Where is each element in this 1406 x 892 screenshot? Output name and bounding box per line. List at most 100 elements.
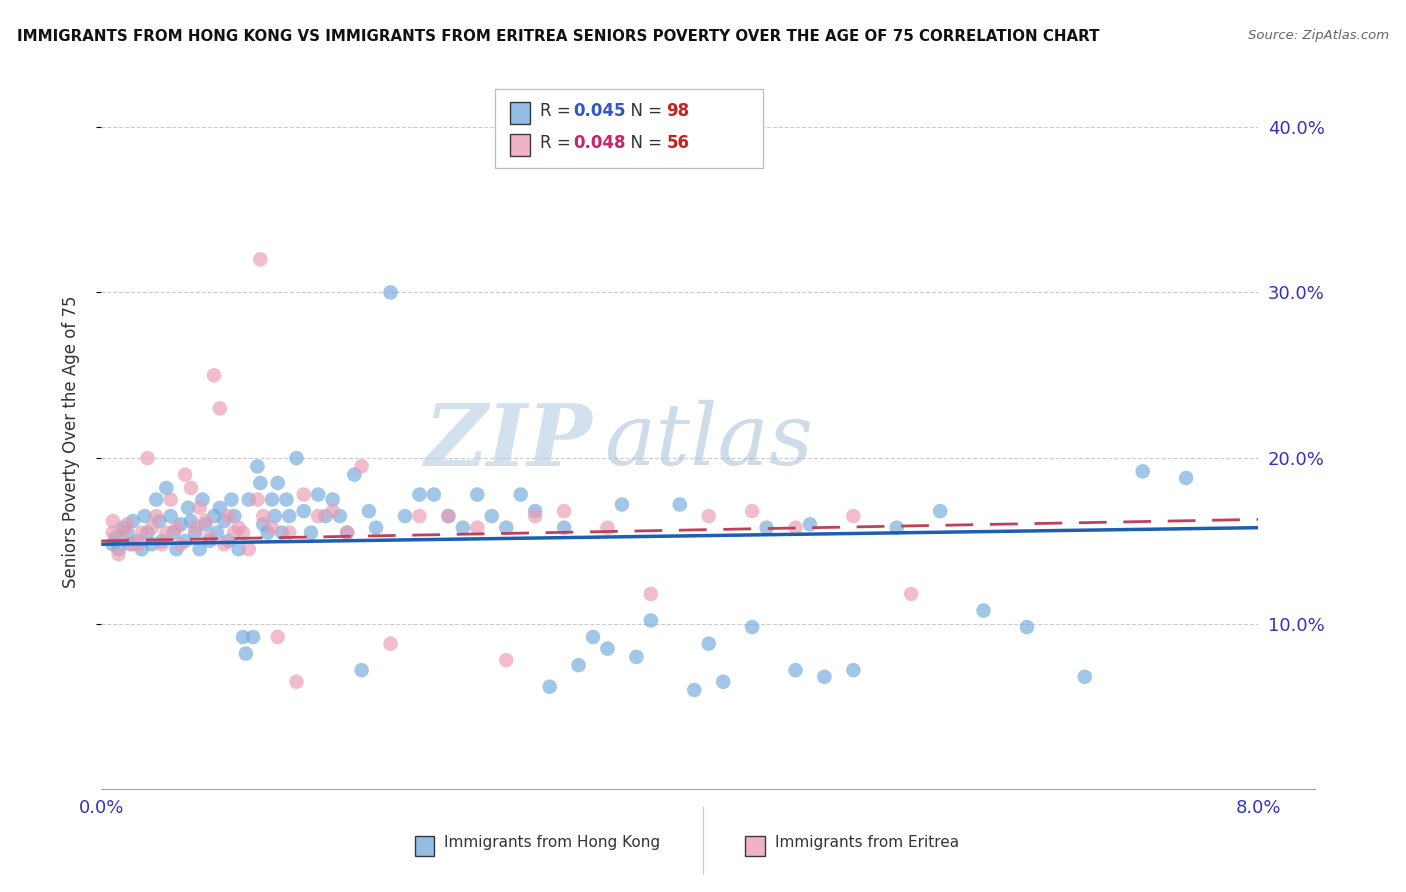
Point (122, 514, 145, 528)
Text: 56: 56 (666, 134, 689, 152)
Point (101, 525, 124, 540)
Point (177, 500, 200, 515)
Point (582, 630, 605, 644)
Point (697, 637, 720, 651)
Point (238, 542, 260, 557)
Point (111, 525, 134, 540)
Point (394, 509, 416, 524)
Point (336, 525, 359, 540)
Point (260, 492, 283, 507)
Point (107, 547, 129, 561)
Point (553, 521, 575, 535)
Point (842, 663, 865, 677)
Point (208, 401, 231, 416)
Point (170, 517, 193, 532)
Point (350, 459, 373, 474)
Point (260, 521, 283, 535)
Point (451, 521, 474, 535)
Point (194, 514, 217, 528)
Point (205, 525, 228, 540)
Point (408, 487, 430, 501)
Text: N =: N = (620, 134, 668, 152)
Point (188, 500, 211, 515)
Point (218, 509, 240, 524)
Point (221, 492, 243, 507)
Point (538, 680, 561, 694)
Point (465, 487, 488, 501)
Point (202, 509, 225, 524)
Point (278, 509, 301, 524)
Point (307, 487, 329, 501)
Text: atlas: atlas (605, 401, 814, 483)
Point (184, 525, 207, 540)
Point (292, 487, 315, 501)
Point (120, 537, 142, 551)
Point (174, 467, 197, 482)
Point (669, 498, 692, 512)
Point (150, 533, 173, 548)
Y-axis label: Seniors Poverty Over the Age of 75: Seniors Poverty Over the Age of 75 (62, 295, 80, 588)
Point (481, 509, 503, 524)
Point (626, 649, 648, 664)
Point (249, 252, 271, 267)
Point (299, 525, 322, 540)
Point (202, 368, 225, 383)
Point (162, 525, 184, 540)
Text: 0.045: 0.045 (574, 103, 626, 120)
Point (174, 533, 197, 548)
Point (553, 504, 575, 518)
Point (278, 525, 301, 540)
Point (117, 517, 139, 532)
Point (159, 509, 181, 524)
Point (188, 542, 211, 557)
Point (596, 521, 619, 535)
Point (610, 498, 633, 512)
Point (117, 525, 139, 540)
Point (437, 509, 460, 524)
Point (1132, 464, 1154, 478)
Point (267, 475, 290, 490)
Point (145, 492, 167, 507)
Point (145, 509, 167, 524)
Point (364, 521, 387, 535)
Point (198, 531, 221, 545)
Point (567, 658, 589, 673)
Text: Source: ZipAtlas.com: Source: ZipAtlas.com (1249, 29, 1389, 42)
Point (785, 663, 807, 677)
Point (184, 521, 207, 535)
Point (285, 451, 308, 466)
Point (134, 509, 156, 524)
Point (232, 525, 254, 540)
Point (212, 514, 235, 528)
Point (224, 509, 246, 524)
Point (224, 525, 246, 540)
Point (509, 487, 531, 501)
Text: R =: R = (540, 103, 576, 120)
Point (180, 481, 202, 495)
Point (218, 533, 240, 548)
Point (148, 514, 170, 528)
Point (799, 517, 821, 532)
Point (336, 525, 359, 540)
Point (524, 509, 547, 524)
Point (101, 514, 124, 528)
Point (136, 525, 159, 540)
Point (208, 500, 231, 515)
Point (640, 614, 662, 628)
Point (785, 521, 807, 535)
Point (263, 509, 285, 524)
Point (741, 620, 763, 634)
Text: R =: R = (540, 134, 576, 152)
Point (198, 533, 221, 548)
Point (465, 521, 488, 535)
Text: ZIP: ZIP (425, 400, 593, 483)
Point (191, 492, 214, 507)
Point (107, 542, 129, 557)
Text: IMMIGRANTS FROM HONG KONG VS IMMIGRANTS FROM ERITREA SENIORS POVERTY OVER THE AG: IMMIGRANTS FROM HONG KONG VS IMMIGRANTS … (17, 29, 1099, 44)
Point (165, 521, 187, 535)
Point (159, 492, 181, 507)
Point (322, 504, 344, 518)
Point (235, 647, 257, 661)
Point (423, 487, 446, 501)
Point (242, 630, 264, 644)
